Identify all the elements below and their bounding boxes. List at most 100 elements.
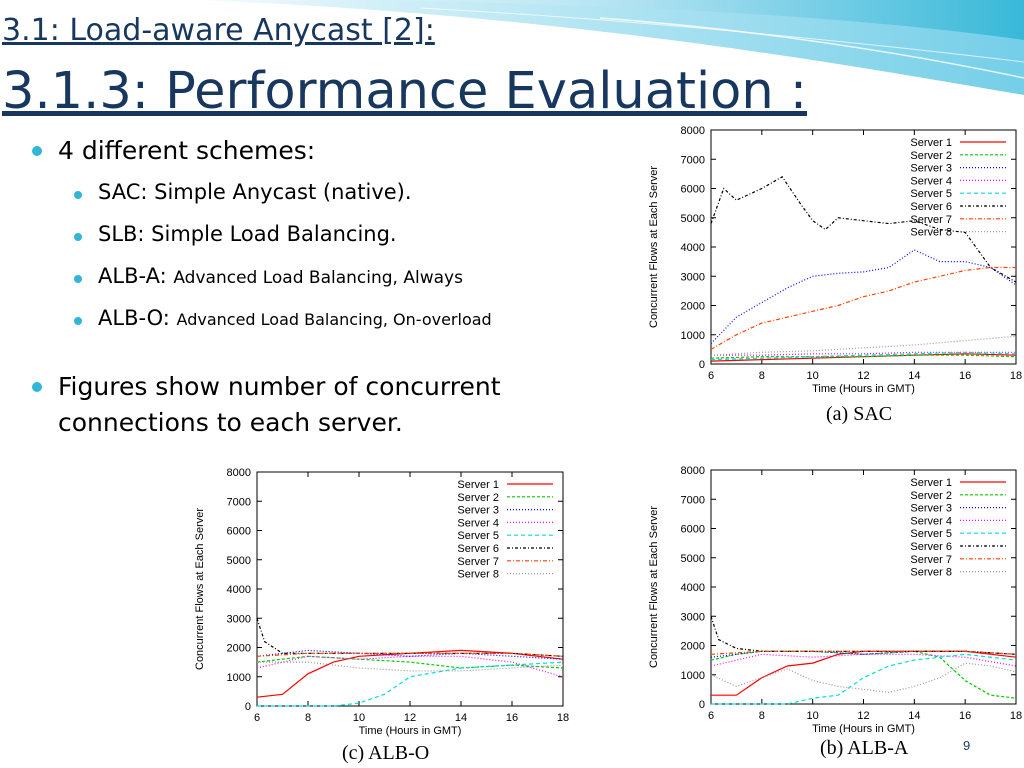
x-axis-label: Time (Hours in GMT)	[812, 723, 915, 735]
series-line-server-3	[710, 249, 1017, 344]
scheme-alb-o-label: ALB-O:	[98, 306, 177, 330]
legend-label: Server 6	[910, 541, 952, 553]
y-tick-label: 1000	[681, 330, 705, 342]
bullet-dot-icon	[74, 275, 82, 283]
x-tick-label: 14	[908, 370, 920, 382]
scheme-sac-label: SAC: Simple Anycast (native).	[98, 180, 412, 204]
bullet-figures-line1: Figures show number of concurrent	[58, 372, 501, 401]
legend-label: Server 3	[910, 163, 952, 175]
y-tick-label: 2000	[681, 641, 705, 653]
y-tick-label: 8000	[227, 467, 251, 479]
slide-title: 3.1.3: Performance Evaluation :	[2, 62, 808, 121]
bullet-figures-line2: connections to each server.	[58, 408, 403, 437]
x-tick-label: 12	[404, 712, 416, 724]
legend-label: Server 7	[910, 554, 952, 566]
bullet-dot-icon	[32, 146, 42, 156]
legend-label: Server 1	[457, 479, 499, 491]
bullet-dot-icon	[74, 317, 82, 325]
y-tick-label: 1000	[227, 672, 251, 684]
legend-label: Server 8	[910, 567, 952, 579]
legend-label: Server 2	[910, 490, 952, 502]
bullet-dot-icon	[32, 382, 42, 392]
series-line-server-5	[710, 351, 1017, 361]
chart-sac: 0 1000 2000 3000 4000 5000 6000 7000 8000 6 8 10 12 1…	[643, 120, 1024, 396]
x-tick-label: 12	[857, 370, 869, 382]
caption-sac: (a) SAC	[826, 403, 893, 425]
legend-label: Server 5	[910, 188, 952, 200]
y-tick-label: 5000	[227, 555, 251, 567]
x-tick-label: 10	[807, 710, 819, 722]
x-tick-label: 14	[908, 710, 920, 722]
y-tick-label: 5000	[681, 553, 705, 565]
header-swoosh	[0, 0, 1024, 111]
series-line-server-8	[710, 662, 1017, 693]
legend-label: Server 8	[457, 569, 499, 581]
y-tick-label: 2000	[227, 643, 251, 655]
legend-label: Server 4	[910, 515, 952, 527]
x-tick-label: 16	[506, 712, 518, 724]
x-tick-label: 18	[557, 712, 569, 724]
x-tick-label: 18	[1010, 710, 1022, 722]
x-tick-label: 8	[305, 712, 311, 724]
y-tick-label: 8000	[681, 465, 705, 477]
y-axis-label: Concurrent Flows at Each Server	[648, 166, 660, 328]
series-line-server-7	[710, 650, 1017, 655]
chart-alb-a: 0 1000 2000 3000 4000 5000 6000 7000 8000 6 8 10 12 1…	[643, 460, 1024, 736]
scheme-alb-o-detail: Advanced Load Balancing, On-overload	[176, 310, 492, 329]
y-tick-label: 3000	[227, 613, 251, 625]
chart-alb-o: 0 1000 2000 3000 4000 5000 6000 7000 8000 6 8 10 12 1…	[189, 462, 571, 738]
series-line-server-2	[710, 354, 1017, 359]
series-line-server-5	[257, 661, 564, 707]
x-tick-label: 10	[353, 712, 365, 724]
y-tick-label: 6000	[681, 184, 705, 196]
legend-label: Server 6	[910, 201, 952, 213]
series-line-server-1	[256, 649, 564, 698]
caption-alb-o: (c) ALB-O	[342, 742, 430, 764]
x-tick-label: 16	[959, 710, 971, 722]
y-tick-label: 0	[699, 699, 705, 711]
series-line-server-4	[710, 653, 1017, 667]
x-tick-label: 6	[708, 370, 714, 382]
page-number: 9	[963, 738, 971, 753]
bullet-dot-icon	[74, 233, 82, 241]
legend-label: Server 5	[457, 530, 499, 542]
y-tick-label: 3000	[681, 611, 705, 623]
x-axis-label: Time (Hours in GMT)	[359, 725, 462, 737]
scheme-alb-a: ALB-A: Advanced Load Balancing, Always	[98, 264, 463, 288]
y-tick-label: 6000	[227, 526, 251, 538]
scheme-slb-label: SLB: Simple Load Balancing.	[98, 222, 397, 246]
y-axis-label: Concurrent Flows at Each Server	[648, 506, 660, 668]
legend-label: Server 1	[910, 137, 952, 149]
x-tick-label: 12	[857, 710, 869, 722]
bullet-dot-icon	[74, 191, 82, 199]
series-line-server-6	[710, 176, 1017, 283]
scheme-alb-a-detail: Advanced Load Balancing, Always	[173, 268, 463, 288]
slide-subtitle: 3.1: Load-aware Anycast [2]:	[2, 13, 435, 48]
scheme-alb-o: ALB-O: Advanced Load Balancing, On-overl…	[98, 306, 492, 330]
legend-label: Server 6	[457, 543, 499, 555]
series-line-server-7	[256, 652, 564, 657]
legend-label: Server 4	[457, 517, 499, 529]
series-line-server-5	[711, 653, 1017, 705]
y-tick-label: 3000	[681, 271, 705, 283]
x-tick-label: 16	[959, 370, 971, 382]
caption-alb-a: (b) ALB-A	[820, 737, 909, 759]
y-tick-label: 8000	[681, 125, 705, 137]
legend-label: Server 7	[457, 556, 499, 568]
y-tick-label: 7000	[227, 496, 251, 508]
plot-frame	[710, 469, 1017, 705]
series-line-server-6	[256, 618, 564, 657]
x-tick-label: 18	[1010, 370, 1022, 382]
x-axis-label: Time (Hours in GMT)	[812, 383, 915, 395]
legend-label: Server 3	[910, 503, 952, 515]
y-tick-label: 4000	[681, 582, 705, 594]
x-tick-label: 8	[759, 370, 765, 382]
y-tick-label: 0	[699, 359, 705, 371]
legend-label: Server 5	[910, 528, 952, 540]
bullet-schemes: 4 different schemes:	[58, 136, 316, 165]
series-line-server-1	[711, 650, 1017, 696]
y-tick-label: 4000	[227, 584, 251, 596]
legend-label: Server 3	[457, 505, 499, 517]
y-tick-label: 6000	[681, 524, 705, 536]
legend-label: Server 8	[910, 227, 952, 239]
